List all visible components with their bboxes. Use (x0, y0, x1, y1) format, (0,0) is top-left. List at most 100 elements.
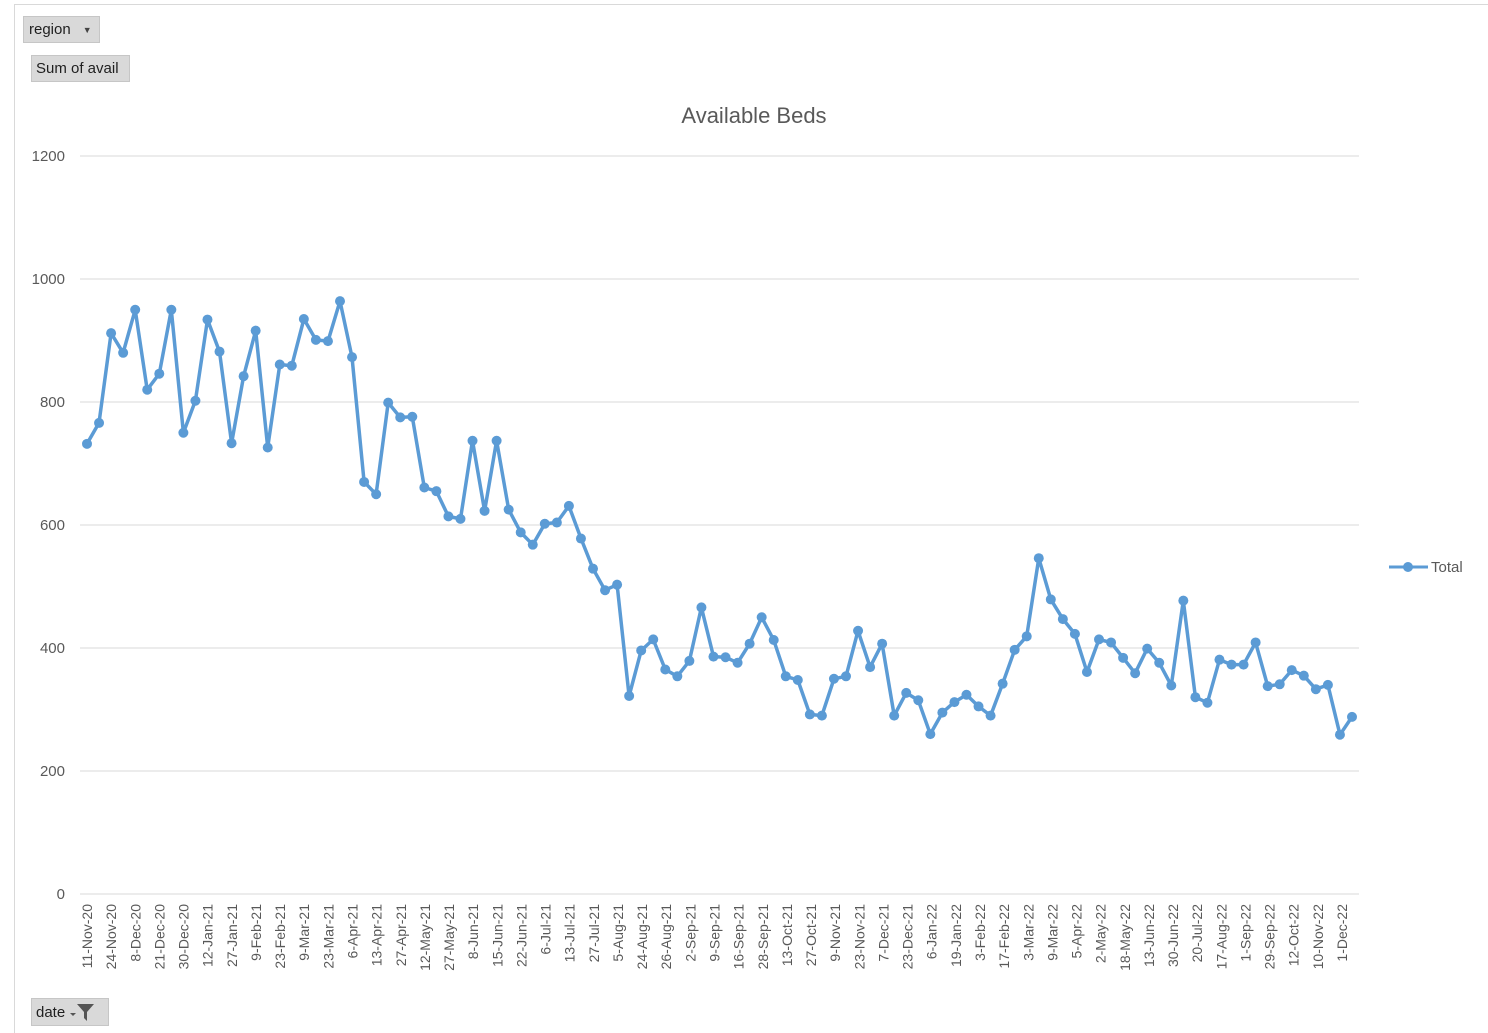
data-point (853, 625, 864, 636)
data-point (612, 579, 623, 590)
legend: Total (1389, 559, 1463, 576)
data-point (1166, 680, 1177, 691)
data-point (756, 612, 767, 623)
data-point (997, 678, 1008, 689)
x-tick-label: 3-Feb-22 (972, 904, 988, 961)
region-filter-button[interactable]: region ▼ (23, 16, 100, 43)
data-point (841, 671, 851, 682)
data-point (250, 325, 261, 336)
data-point (937, 707, 948, 718)
data-point (443, 511, 454, 522)
chart-area-border (14, 4, 1488, 1033)
data-point (1094, 634, 1104, 645)
x-tick-label: 21-Dec-20 (151, 904, 167, 970)
data-point (1202, 697, 1213, 708)
data-point (1154, 657, 1165, 668)
data-point (1250, 637, 1261, 648)
x-tick-label: 17-Feb-22 (996, 904, 1012, 969)
data-point (395, 412, 406, 423)
data-point (1190, 692, 1201, 703)
x-tick-label: 26-Aug-21 (658, 904, 674, 970)
x-tick-label: 8-Dec-20 (127, 904, 143, 962)
x-tick-label: 27-Jul-21 (586, 904, 602, 963)
data-point (94, 417, 105, 428)
data-point (732, 657, 743, 668)
data-point (696, 602, 707, 613)
data-point (166, 304, 177, 315)
y-axis-ticks: 0 200 400 600 800 1000 1200 (32, 148, 65, 903)
data-point (178, 427, 189, 438)
data-point (455, 513, 466, 524)
data-point (949, 697, 960, 708)
data-point (816, 710, 827, 721)
data-point (515, 527, 526, 538)
data-point (1021, 631, 1032, 642)
x-tick-label: 11-Nov-20 (79, 904, 95, 969)
data-point (1310, 684, 1321, 695)
data-point (118, 347, 129, 358)
data-point (660, 664, 671, 675)
data-point (479, 505, 490, 516)
data-point (202, 314, 213, 325)
x-tick-label: 3-Mar-22 (1020, 904, 1036, 961)
data-point (925, 729, 936, 740)
data-point (985, 710, 996, 721)
x-tick-label: 23-Mar-21 (320, 904, 336, 969)
x-tick-label: 27-Oct-21 (803, 904, 819, 966)
data-point (1226, 659, 1237, 670)
data-point (383, 397, 394, 408)
data-point (1118, 652, 1129, 663)
data-point (1214, 654, 1225, 665)
data-point (1178, 595, 1189, 606)
data-point (274, 359, 285, 370)
data-point (1347, 711, 1357, 722)
data-point (1130, 668, 1141, 679)
x-tick-label: 1-Sep-22 (1237, 904, 1253, 962)
x-tick-label: 8-Jun-21 (465, 904, 481, 959)
x-tick-label: 27-Jan-21 (224, 904, 240, 967)
data-point (1057, 614, 1068, 625)
data-point (1033, 553, 1044, 564)
data-point (1009, 644, 1020, 655)
x-tick-label: 13-Apr-21 (369, 904, 385, 966)
data-point (467, 435, 478, 446)
data-point (154, 368, 165, 379)
x-tick-label: 2-May-22 (1093, 904, 1109, 963)
data-point (1069, 628, 1080, 639)
x-tick-label: 15-Jun-21 (489, 904, 505, 967)
x-tick-label: 1-Dec-22 (1334, 904, 1350, 962)
data-point (322, 336, 333, 347)
filter-icon (70, 1004, 95, 1021)
y-tick-label: 0 (57, 886, 65, 903)
x-tick-label: 5-Apr-22 (1069, 904, 1085, 959)
data-point (1274, 679, 1285, 690)
sum-field-button[interactable]: Sum of avail (31, 55, 130, 82)
x-tick-label: 5-Aug-21 (610, 904, 626, 962)
data-point (684, 655, 695, 666)
data-point (142, 384, 153, 395)
data-point (190, 395, 201, 406)
data-point (1322, 679, 1333, 690)
data-point (780, 671, 791, 682)
data-point (877, 638, 888, 649)
x-tick-label: 22-Jun-21 (513, 904, 529, 967)
data-point (82, 438, 92, 449)
data-point (563, 500, 574, 511)
data-point (238, 371, 249, 382)
data-point (865, 662, 876, 673)
x-tick-label: 13-Jun-22 (1141, 904, 1157, 967)
date-filter-button[interactable]: date (31, 998, 109, 1026)
x-tick-label: 23-Feb-21 (272, 904, 288, 969)
x-tick-label: 23-Nov-21 (851, 904, 867, 970)
x-axis-ticks: 11-Nov-20 24-Nov-20 8-Dec-20 21-Dec-20 30-De… (79, 904, 1350, 971)
data-point (636, 645, 647, 656)
data-point (973, 701, 984, 712)
data-point (407, 411, 418, 422)
data-point (708, 651, 719, 662)
data-point (889, 710, 900, 721)
x-tick-label: 19-Jan-22 (948, 904, 964, 967)
data-point (310, 334, 321, 345)
data-point (901, 687, 912, 698)
x-tick-label: 30-Dec-20 (176, 904, 192, 970)
data-point (1262, 681, 1273, 692)
